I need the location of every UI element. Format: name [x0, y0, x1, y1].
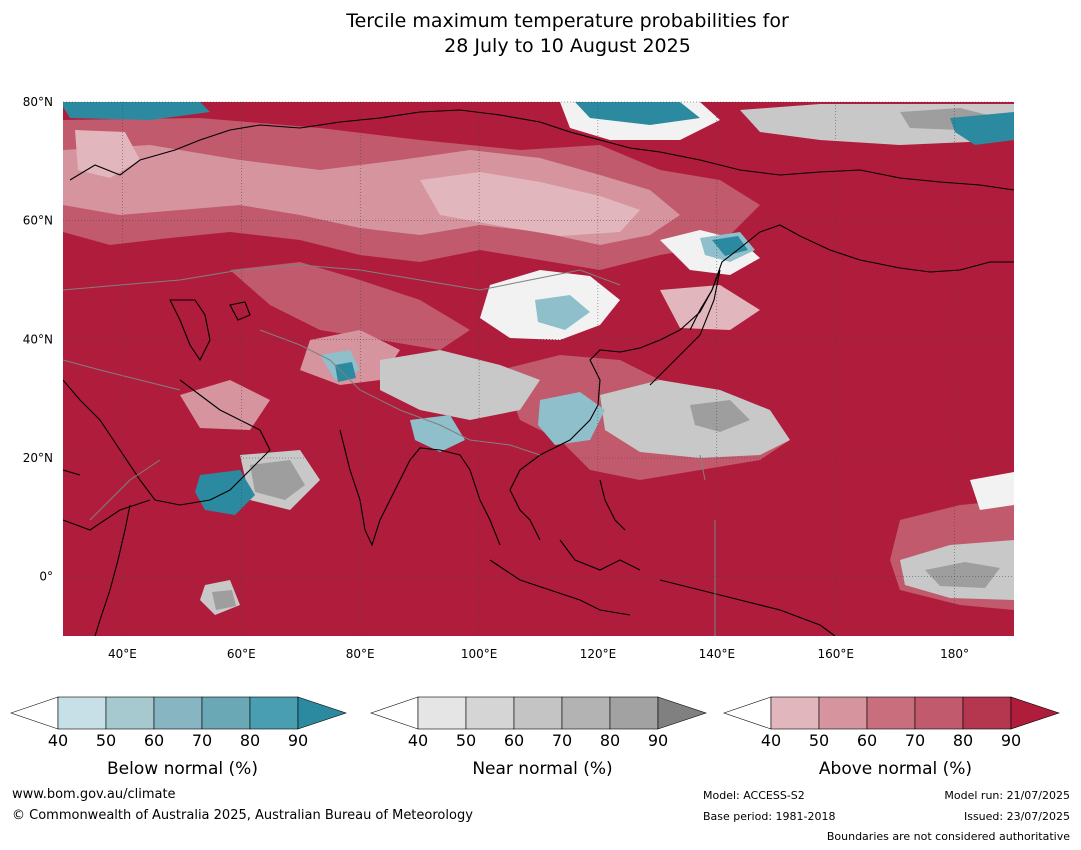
- longitude-label: 180°: [940, 647, 969, 661]
- colorbar-swatch: [657, 696, 707, 730]
- coastline-east-asia: [509, 224, 1014, 541]
- coastline-europe-asia-north: [69, 109, 1014, 191]
- below-normal-light-regions: [320, 232, 755, 452]
- graticule: [63, 101, 1014, 636]
- longitude-label: 60°E: [227, 647, 256, 661]
- colorbar-swatch: [465, 696, 515, 730]
- below-normal-colorbar-swatches: [10, 696, 347, 730]
- grid-lines: [63, 101, 1014, 636]
- colorbar-tick-label: 60: [143, 731, 165, 750]
- colorbar-swatch: [370, 696, 419, 730]
- colorbar-swatch: [1010, 696, 1060, 730]
- longitude-label: 140°E: [699, 647, 736, 661]
- longitude-label: 40°E: [108, 647, 137, 661]
- near-normal-colorbar: 40 50 60 70 80 90 Near normal (%): [370, 690, 715, 785]
- latitude-label: 20°N: [23, 451, 53, 465]
- model-run-date: Model run: 21/07/2025: [944, 789, 1070, 802]
- longitude-label: 100°E: [461, 647, 498, 661]
- near-normal-label: Near normal (%): [472, 759, 613, 779]
- colorbar-swatch: [609, 696, 659, 730]
- longitude-label: 120°E: [580, 647, 617, 661]
- below-normal-colorbar: 40 50 60 70 80 90 Below normal (%): [10, 690, 355, 785]
- issued-date: Issued: 23/07/2025: [963, 810, 1070, 823]
- colorbar-swatch: [201, 696, 251, 730]
- colorbar-tick-label: 70: [904, 731, 926, 750]
- colorbar-swatch: [962, 696, 1012, 730]
- near-normal-colorbar-swatches: [370, 696, 707, 730]
- probability-field: [63, 102, 1014, 636]
- longitude-labels: 40°E 60°E 80°E 100°E 120°E 140°E 160°E 180°: [108, 647, 969, 661]
- colorbar-swatch: [723, 696, 772, 730]
- latitude-labels: 80°N 60°N 40°N 20°N 0°: [23, 95, 53, 584]
- latitude-label: 80°N: [23, 95, 53, 109]
- colorbar-swatch: [417, 696, 467, 730]
- latitude-label: 60°N: [23, 214, 53, 228]
- colorbar-tick-label: 90: [1000, 731, 1022, 750]
- border-line-3: [63, 359, 181, 521]
- title-line-2: 28 July to 10 August 2025: [444, 35, 691, 57]
- above-normal-colorbar: 40 50 60 70 80 90 Above normal (%): [723, 690, 1068, 785]
- near-normal-light-grey-regions: [200, 104, 1014, 615]
- coastline-caspian: [169, 299, 211, 362]
- colorbar-tick-label: 50: [455, 731, 477, 750]
- above-normal-pale-regions: [75, 130, 760, 330]
- colorbar-swatch: [57, 696, 107, 730]
- colorbar-tick-label: 70: [191, 731, 213, 750]
- model-info: Model: ACCESS-S2: [703, 789, 805, 802]
- colorbar-tick-label: 60: [856, 731, 878, 750]
- coastlines: [63, 109, 1014, 636]
- colorbar-tick-label: 50: [808, 731, 830, 750]
- colorbar-tick-label: 40: [407, 731, 429, 750]
- above-normal-moderate-regions: [63, 118, 1014, 610]
- near-normal-white-regions: [480, 102, 1014, 510]
- above-normal-colorbar-swatches: [723, 696, 1060, 730]
- boundaries-disclaimer: Boundaries are not considered authoritat…: [826, 830, 1070, 843]
- above-normal-label: Above normal (%): [818, 759, 973, 779]
- title-line-1: Tercile maximum temperature probabilitie…: [346, 10, 789, 32]
- forecast-map: 80°N 60°N 40°N 20°N 0° 40°E 60°E 80°E 100°E 120°…: [23, 95, 1014, 661]
- colorbar-tick-label: 90: [287, 731, 309, 750]
- colorbar-swatch: [153, 696, 203, 730]
- colorbar-swatch: [249, 696, 299, 730]
- border-line-4: [699, 454, 716, 636]
- above-normal-ticks: 40 50 60 70 80 90: [723, 731, 1068, 751]
- coastline-japan: [649, 269, 721, 386]
- colorbar-swatch: [818, 696, 868, 730]
- colorbar-swatch: [297, 696, 347, 730]
- colorbar-tick-label: 80: [239, 731, 261, 750]
- colorbar-swatch: [770, 696, 820, 730]
- base-period-info: Base period: 1981-2018: [703, 810, 836, 823]
- below-normal-ticks: 40 50 60 70 80 90: [10, 731, 355, 751]
- colorbar-tick-label: 70: [551, 731, 573, 750]
- colorbar-swatch: [10, 696, 59, 730]
- map-title: Tercile maximum temperature probabilitie…: [0, 9, 1081, 59]
- colorbar-tick-label: 40: [760, 731, 782, 750]
- coastline-east-africa: [94, 504, 131, 636]
- coastline-south-asia: [339, 429, 501, 547]
- colorbar-tick-label: 80: [952, 731, 974, 750]
- colorbar-swatch: [513, 696, 563, 730]
- coastline-indonesia: [489, 479, 836, 636]
- colorbar-tick-label: 60: [503, 731, 525, 750]
- colorbar-tick-label: 50: [95, 731, 117, 750]
- website-link[interactable]: www.bom.gov.au/climate: [12, 787, 176, 802]
- longitude-label: 80°E: [346, 647, 375, 661]
- coastline-lake: [229, 301, 251, 321]
- near-normal-ticks: 40 50 60 70 80 90: [370, 731, 715, 751]
- colorbar-swatch: [914, 696, 964, 730]
- latitude-label: 0°: [39, 570, 53, 584]
- colorbar-tick-label: 40: [47, 731, 69, 750]
- colorbar-tick-label: 80: [599, 731, 621, 750]
- coastline-arabia-africa: [63, 379, 271, 531]
- colorbar-swatch: [561, 696, 611, 730]
- colorbar-tick-label: 90: [647, 731, 669, 750]
- latitude-label: 40°N: [23, 332, 53, 346]
- colorbar-swatch: [105, 696, 155, 730]
- border-line-2: [259, 329, 541, 456]
- below-normal-label: Below normal (%): [107, 759, 258, 779]
- copyright-notice: © Commonwealth of Australia 2025, Austra…: [12, 808, 473, 823]
- colorbar-swatch: [866, 696, 916, 730]
- longitude-label: 160°E: [817, 647, 854, 661]
